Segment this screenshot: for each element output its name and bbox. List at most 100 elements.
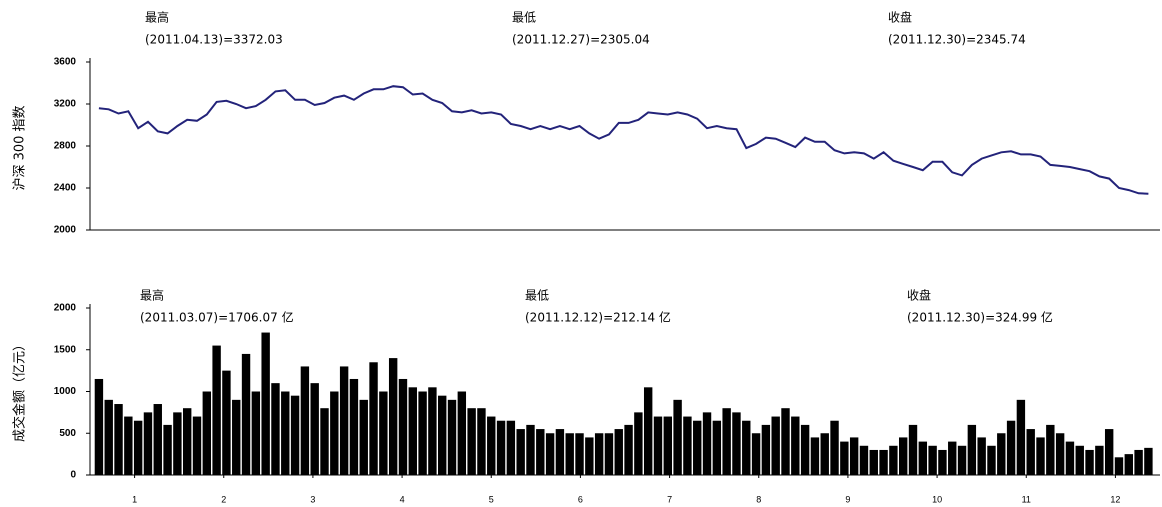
bar — [1036, 437, 1045, 475]
annotation: (2011.12.27)=2305.04 — [512, 33, 650, 47]
bar — [388, 358, 398, 475]
bar — [212, 345, 221, 475]
bar — [859, 445, 869, 475]
bar — [820, 433, 829, 475]
bar — [290, 395, 300, 475]
bar — [1065, 441, 1075, 475]
x-tick-label: 8 — [756, 494, 761, 504]
bar — [222, 370, 231, 475]
annotation: (2011.12.30)=324.99 亿 — [907, 310, 1053, 325]
y-tick-label: 3200 — [54, 99, 77, 110]
bar — [1006, 420, 1016, 475]
line — [98, 85, 1149, 195]
bar — [555, 429, 565, 475]
bar — [908, 424, 918, 475]
bar — [928, 445, 937, 475]
bar — [516, 429, 525, 475]
annotation: 最低 — [512, 11, 536, 25]
bar — [781, 408, 790, 475]
bar — [869, 449, 878, 475]
bar — [732, 412, 741, 475]
bar — [899, 437, 908, 475]
bar — [634, 412, 643, 475]
bar — [604, 433, 614, 475]
bar — [585, 437, 594, 475]
y-axis-label: 成交金额（亿元） — [12, 338, 28, 442]
bar — [918, 441, 928, 475]
y-tick-label: 500 — [59, 428, 76, 439]
x-tick-label: 12 — [1110, 494, 1120, 504]
bar — [1124, 454, 1133, 475]
annotation: 收盘 — [888, 10, 912, 25]
bar — [624, 424, 633, 475]
bar — [545, 433, 555, 475]
bar — [310, 383, 319, 475]
bar — [987, 445, 996, 475]
x-tick-label: 5 — [489, 494, 494, 504]
bar — [281, 391, 290, 475]
bar — [182, 408, 192, 475]
bar — [889, 445, 898, 475]
y-tick-label: 2000 — [54, 303, 77, 314]
bar — [1085, 449, 1094, 475]
bar — [300, 366, 310, 475]
bar — [712, 420, 722, 475]
y-axis-label: 沪深 300 指数 — [12, 105, 28, 190]
bar — [977, 437, 986, 475]
bar — [575, 433, 584, 475]
bar — [143, 412, 153, 475]
bar — [506, 420, 516, 475]
annotation: 最高 — [145, 10, 169, 25]
bar — [94, 378, 104, 475]
y-tick-label: 0 — [70, 470, 76, 481]
bar — [261, 332, 270, 475]
bar — [879, 449, 888, 475]
x-tick-label: 4 — [400, 494, 405, 504]
bar — [722, 408, 731, 475]
bar — [104, 399, 113, 475]
bar — [418, 391, 427, 475]
x-tick-label: 6 — [578, 494, 583, 504]
bar — [830, 420, 839, 475]
bar — [359, 399, 368, 475]
bar — [1055, 433, 1065, 475]
y-tick-label: 3600 — [54, 57, 77, 68]
bar — [408, 387, 417, 475]
bar — [447, 399, 457, 475]
bar — [241, 353, 251, 475]
bar — [594, 433, 604, 475]
bar — [800, 424, 810, 475]
bar — [477, 408, 486, 475]
y-tick-label: 1000 — [54, 386, 77, 397]
bar — [938, 449, 947, 475]
bar — [673, 399, 682, 475]
bar — [948, 441, 957, 475]
annotation: 收盘 — [907, 288, 931, 303]
bar — [467, 408, 476, 475]
bar — [428, 387, 437, 475]
bar — [398, 378, 408, 475]
bar — [496, 420, 506, 475]
bar — [349, 378, 359, 475]
annotation: 最高 — [140, 288, 164, 303]
bar — [1075, 445, 1084, 475]
bar — [232, 399, 241, 475]
bar — [339, 366, 349, 475]
annotation: (2011.04.13)=3372.03 — [145, 33, 283, 47]
bar — [153, 404, 162, 475]
bar — [369, 362, 378, 475]
bar — [761, 424, 771, 475]
annotation: (2011.12.30)=2345.74 — [888, 33, 1026, 47]
bar — [997, 433, 1006, 475]
x-tick-label: 9 — [845, 494, 850, 504]
annotation: (2011.12.12)=212.14 亿 — [525, 310, 671, 325]
x-tick-label: 10 — [932, 494, 942, 504]
bar — [663, 416, 672, 475]
bar — [1016, 399, 1026, 475]
bar — [565, 433, 574, 475]
y-tick-label: 2400 — [54, 183, 77, 194]
bar — [192, 416, 202, 475]
bar — [173, 412, 182, 475]
